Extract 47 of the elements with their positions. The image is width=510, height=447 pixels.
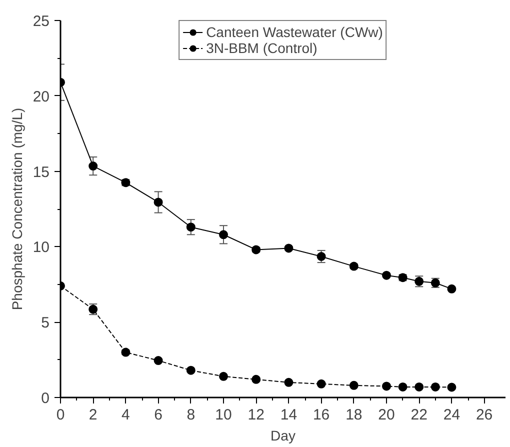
point	[414, 382, 424, 392]
y-tick-label: 10	[32, 239, 50, 256]
y-tick-label: 20	[32, 88, 50, 106]
point	[121, 348, 130, 357]
x-tick-label: 18	[346, 406, 362, 424]
point	[349, 262, 358, 271]
y-tick-label: 5	[41, 314, 50, 332]
x-tick-label: 2	[88, 406, 98, 424]
x-tick-label: 4	[122, 406, 130, 424]
x-tick-label: 12	[248, 406, 264, 424]
point	[219, 372, 228, 381]
x-tick-label: 0	[56, 406, 65, 424]
point	[316, 379, 326, 388]
x-tick-label: 22	[410, 406, 428, 424]
point	[447, 382, 456, 392]
point	[252, 245, 261, 254]
point	[316, 252, 326, 261]
point	[154, 198, 163, 207]
point	[219, 230, 228, 240]
x-tick-label: 6	[154, 406, 162, 424]
point	[88, 162, 98, 171]
legend-label: 3N-BBM (Control)	[206, 40, 318, 56]
point	[284, 378, 294, 387]
point	[382, 270, 392, 280]
y-axis-title: Phosphate Concentration (mg/L)	[8, 108, 25, 310]
x-tick-label: 26	[476, 406, 493, 424]
x-tick-label: 24	[443, 406, 460, 424]
point	[398, 382, 408, 392]
x-tick-label: 16	[312, 406, 330, 424]
point	[447, 284, 456, 294]
point	[382, 382, 392, 391]
point	[252, 374, 261, 384]
x-axis-title: Day	[270, 428, 296, 444]
point	[430, 382, 440, 392]
point	[186, 222, 196, 232]
point	[186, 366, 196, 375]
point	[349, 380, 358, 390]
x-tick-label: 8	[186, 406, 196, 424]
x-tick-label: 20	[378, 406, 395, 424]
point	[284, 244, 294, 253]
x-tick-label: 10	[215, 406, 232, 424]
y-tick-label: 0	[41, 390, 50, 407]
y-tick-label: 25	[32, 13, 50, 30]
x-tick-label: 14	[280, 406, 298, 424]
point	[154, 356, 163, 366]
legend-label: Canteen Wastewater (CWw)	[206, 24, 383, 40]
y-tick-label: 15	[32, 164, 50, 181]
